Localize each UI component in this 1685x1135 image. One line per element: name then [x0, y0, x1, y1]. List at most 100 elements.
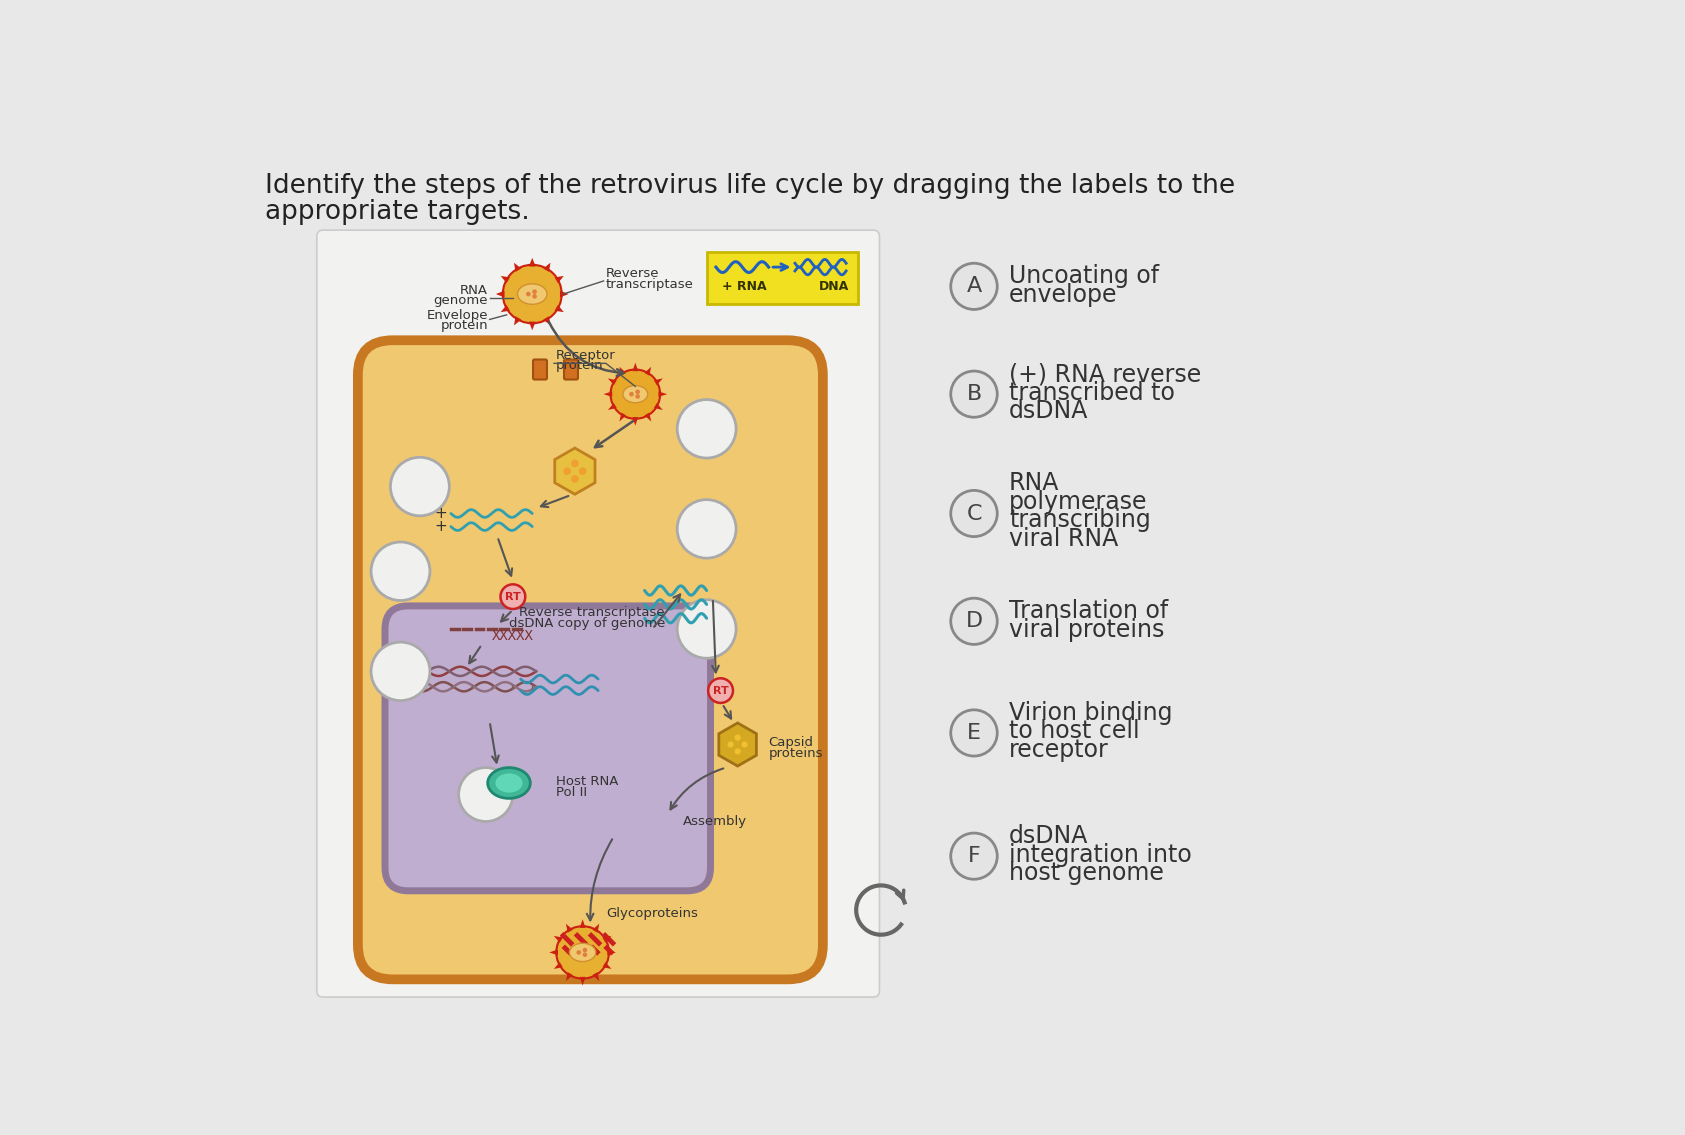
Polygon shape	[644, 367, 650, 376]
Text: transcribing: transcribing	[1009, 508, 1151, 532]
Circle shape	[677, 599, 736, 658]
Ellipse shape	[570, 943, 596, 961]
Circle shape	[583, 948, 588, 952]
Text: (+) RNA reverse: (+) RNA reverse	[1009, 362, 1201, 386]
Text: viral RNA: viral RNA	[1009, 527, 1119, 550]
Text: protein: protein	[440, 319, 489, 333]
Polygon shape	[500, 305, 511, 312]
Ellipse shape	[623, 386, 647, 403]
Polygon shape	[654, 378, 662, 385]
Text: RNA: RNA	[460, 284, 489, 296]
Text: Envelope: Envelope	[426, 309, 489, 322]
FancyBboxPatch shape	[564, 360, 578, 379]
Polygon shape	[514, 317, 521, 326]
Circle shape	[563, 468, 571, 476]
Text: protein: protein	[556, 359, 603, 372]
Ellipse shape	[517, 284, 548, 304]
Text: +: +	[435, 506, 447, 521]
Text: Capsid: Capsid	[768, 737, 814, 749]
Text: Uncoating of: Uncoating of	[1009, 264, 1159, 288]
Polygon shape	[554, 936, 563, 943]
Polygon shape	[580, 977, 586, 985]
Circle shape	[635, 394, 640, 398]
Circle shape	[950, 371, 998, 418]
Text: transcribed to: transcribed to	[1009, 380, 1174, 404]
Text: +: +	[435, 519, 447, 535]
Circle shape	[371, 543, 430, 600]
Circle shape	[610, 370, 661, 419]
Text: Reverse: Reverse	[607, 267, 659, 279]
Circle shape	[735, 734, 741, 741]
FancyBboxPatch shape	[532, 360, 548, 379]
Circle shape	[677, 499, 736, 558]
Text: XXXXX: XXXXX	[492, 629, 534, 642]
Text: RT: RT	[713, 686, 728, 696]
Text: Identify the steps of the retrovirus life cycle by dragging the labels to the: Identify the steps of the retrovirus lif…	[265, 174, 1235, 199]
Circle shape	[741, 741, 748, 748]
Polygon shape	[554, 276, 564, 283]
FancyBboxPatch shape	[384, 606, 711, 891]
Circle shape	[500, 585, 526, 609]
Circle shape	[532, 294, 538, 299]
Text: polymerase: polymerase	[1009, 490, 1147, 514]
Polygon shape	[543, 317, 551, 326]
Circle shape	[571, 460, 578, 468]
Circle shape	[950, 709, 998, 756]
Polygon shape	[514, 262, 521, 272]
Polygon shape	[608, 378, 617, 385]
Text: RT: RT	[506, 591, 521, 602]
Polygon shape	[603, 936, 612, 943]
Polygon shape	[593, 972, 600, 981]
Text: DNA: DNA	[819, 280, 849, 293]
Text: proteins: proteins	[768, 747, 824, 760]
Text: Glycoproteins: Glycoproteins	[607, 907, 698, 920]
Circle shape	[677, 400, 736, 459]
Polygon shape	[620, 413, 627, 421]
Circle shape	[391, 457, 450, 515]
Polygon shape	[620, 367, 627, 376]
Circle shape	[578, 468, 586, 476]
Circle shape	[532, 289, 538, 294]
Polygon shape	[632, 417, 639, 426]
Polygon shape	[549, 950, 558, 956]
Polygon shape	[659, 392, 667, 397]
Text: Translation of: Translation of	[1009, 599, 1168, 623]
Text: envelope: envelope	[1009, 283, 1117, 306]
Text: host genome: host genome	[1009, 861, 1164, 885]
Circle shape	[950, 598, 998, 645]
Text: E: E	[967, 723, 981, 743]
Text: genome: genome	[433, 294, 489, 306]
FancyBboxPatch shape	[317, 230, 880, 997]
Text: dsDNA: dsDNA	[1009, 400, 1089, 423]
Circle shape	[708, 679, 733, 703]
Text: Host RNA: Host RNA	[556, 775, 618, 788]
Polygon shape	[554, 962, 563, 969]
Polygon shape	[543, 262, 551, 272]
FancyBboxPatch shape	[357, 340, 822, 980]
Polygon shape	[608, 403, 617, 410]
Text: transcriptase: transcriptase	[607, 278, 694, 291]
Text: viral proteins: viral proteins	[1009, 617, 1164, 641]
Text: Pol II: Pol II	[556, 785, 586, 799]
Text: appropriate targets.: appropriate targets.	[265, 200, 529, 226]
Circle shape	[735, 748, 741, 755]
Polygon shape	[603, 392, 612, 397]
Circle shape	[629, 392, 634, 396]
Text: to host cell: to host cell	[1009, 720, 1139, 743]
Circle shape	[556, 926, 608, 978]
Circle shape	[950, 490, 998, 537]
Text: Reverse transcriptase: Reverse transcriptase	[519, 606, 664, 619]
Circle shape	[950, 263, 998, 310]
Text: RNA: RNA	[1009, 471, 1060, 496]
FancyBboxPatch shape	[706, 252, 858, 304]
Text: Virion binding: Virion binding	[1009, 701, 1173, 725]
Circle shape	[950, 833, 998, 880]
Text: dsDNA copy of genome: dsDNA copy of genome	[509, 617, 666, 630]
Circle shape	[576, 950, 581, 955]
Polygon shape	[554, 305, 564, 312]
Circle shape	[583, 952, 588, 957]
Circle shape	[458, 767, 512, 822]
Text: C: C	[966, 504, 982, 523]
Polygon shape	[580, 919, 586, 928]
Text: Receptor: Receptor	[556, 350, 615, 362]
